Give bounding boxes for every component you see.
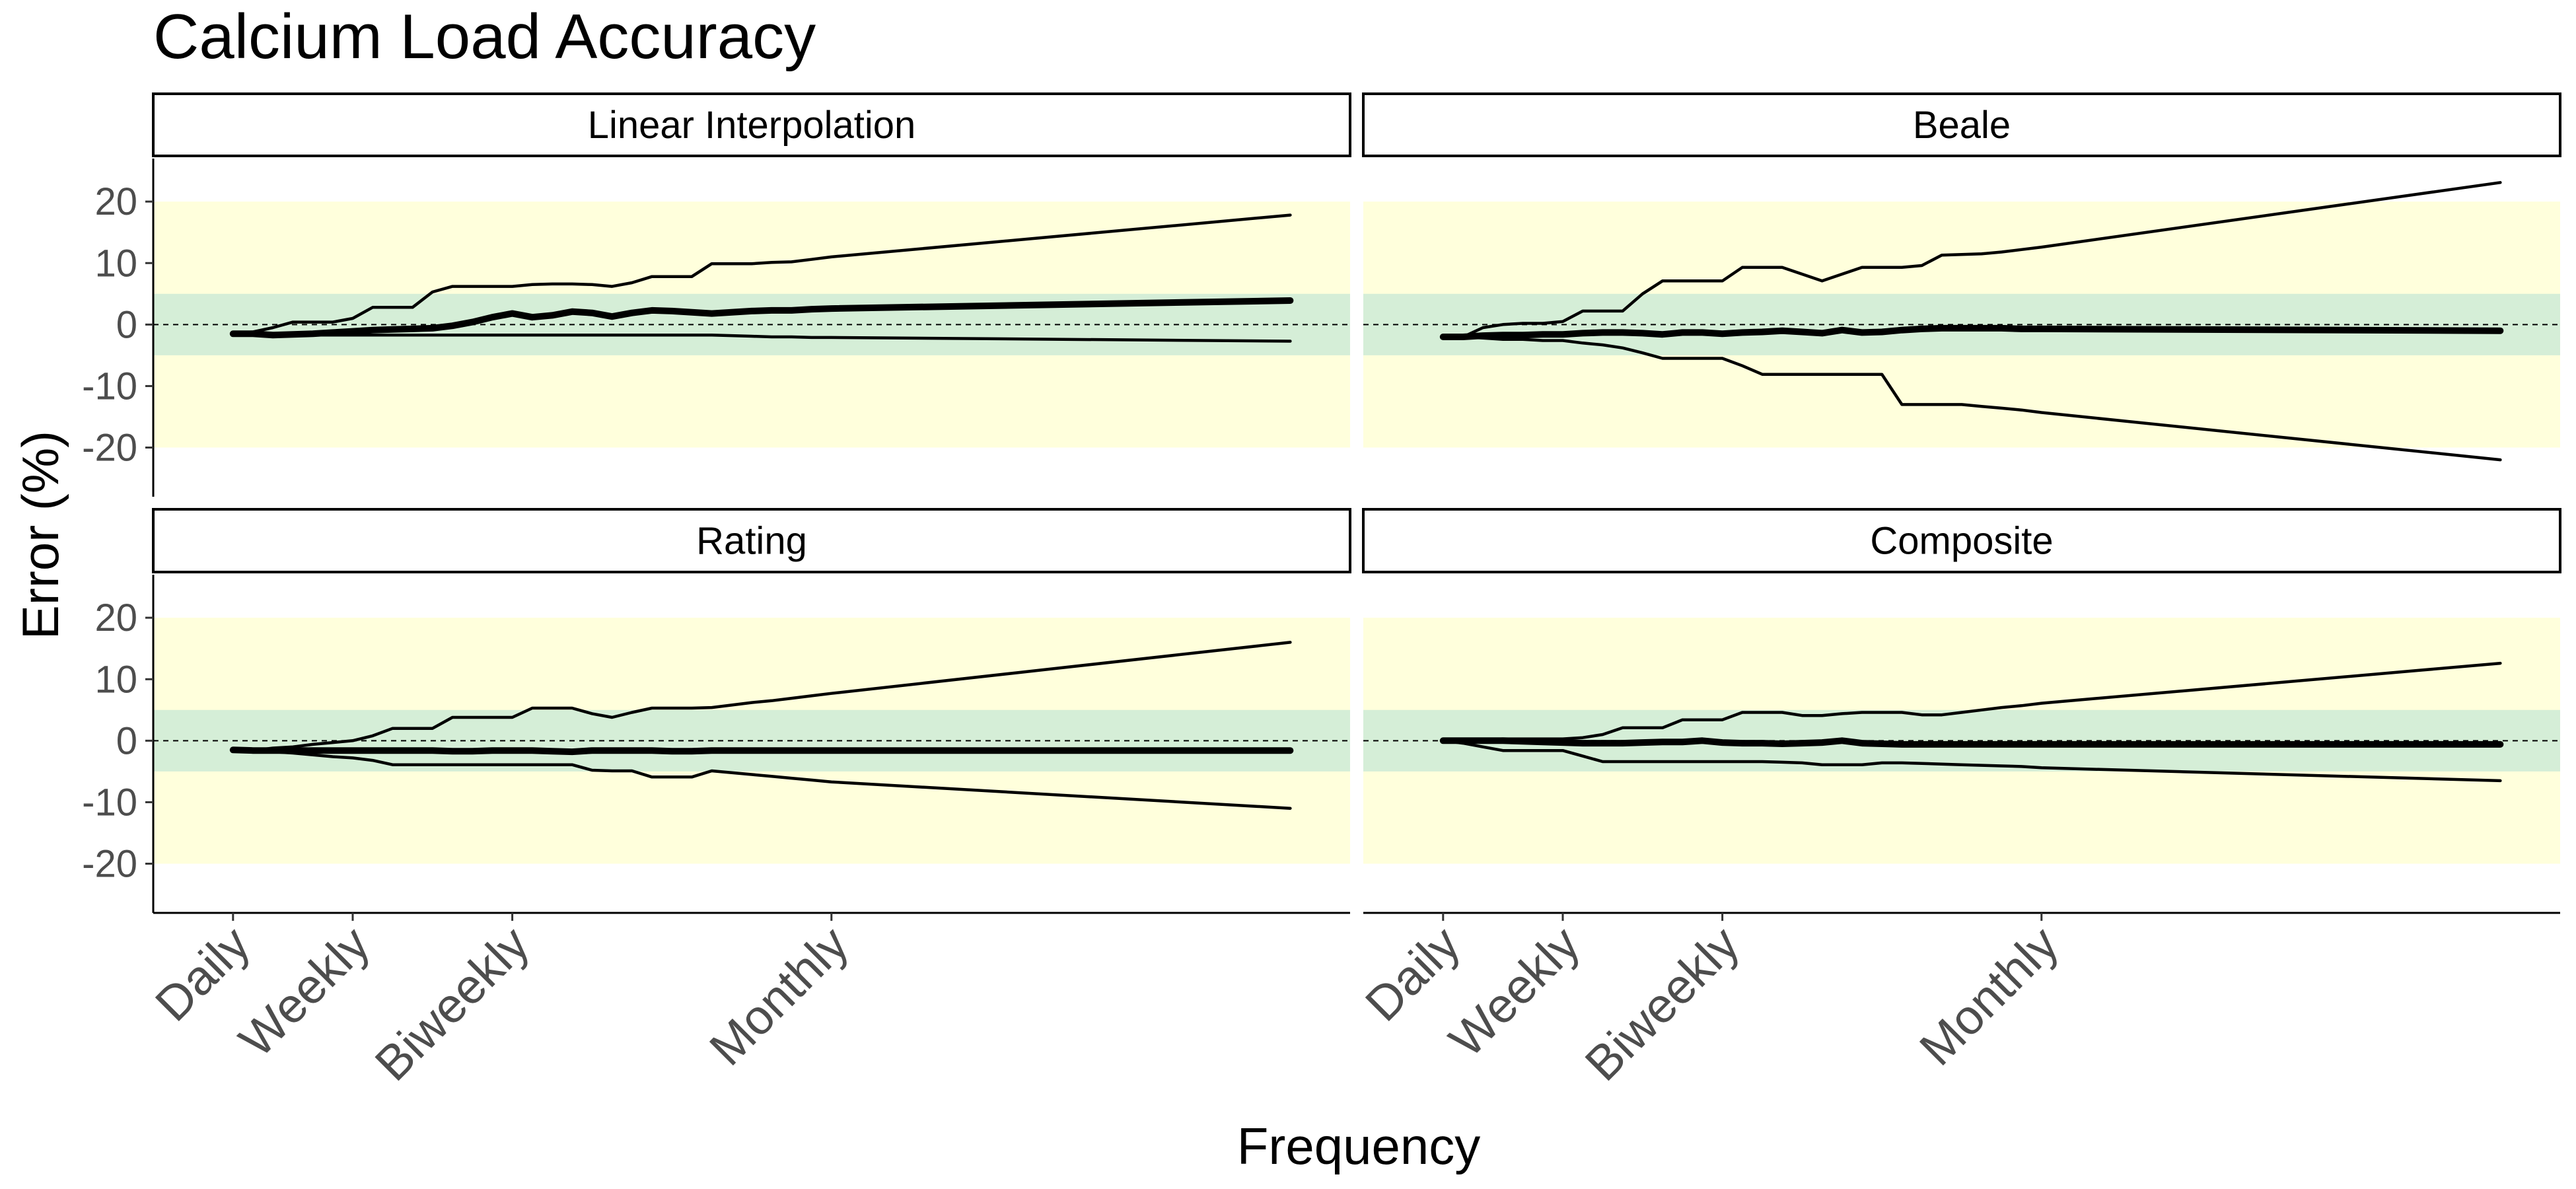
panel-beale-upper-line [1441,181,2502,339]
panel-rating-y-tick-label: -10 [82,781,137,824]
panel-linear-interpolation-strip-label: Linear Interpolation [588,104,916,147]
panel-beale-median-line [1439,324,2504,340]
panel-rating-x-tick-label: Monthly [699,916,859,1076]
panel-rating-upper-line [231,641,1292,752]
panel-rating-y-tick-label: -20 [82,843,137,886]
panel-rating-median-line [229,746,1294,756]
panel-composite-lower-line [1441,739,2502,783]
y-axis-title: Error (%) [11,431,69,639]
panel-linear-interpolation-median-line [229,297,1294,339]
panel-rating-strip-label: Rating [696,520,807,563]
panel-rating-x-tick-label: Biweekly [365,916,540,1091]
panel-linear-interpolation-y-tick-label: 20 [94,180,137,223]
panel-rating-x-tick-label: Weekly [229,916,380,1067]
x-axis-title: Frequency [1237,1117,1481,1175]
panel-composite-x-tick-label: Weekly [1439,916,1590,1067]
chart-title: Calcium Load Accuracy [153,1,816,72]
panel-linear-interpolation: Linear Interpolation -20 -10 0 10 20 [82,92,1351,497]
panel-beale-strip [1362,92,2561,157]
panel-rating-y-tick-label: 20 [94,596,137,639]
panel-linear-interpolation-y-tick-label: 0 [116,303,137,346]
panel-linear-interpolation-y-tick-label: -20 [82,427,137,470]
panel-beale-strip-label: Beale [1913,104,2011,147]
panel-rating-y-tick-label: 10 [94,658,137,701]
panel-linear-interpolation-y-tick-label: 10 [94,242,137,285]
panel-composite-x-tick-label: Monthly [1909,916,2069,1076]
panel-composite-strip-label: Composite [1870,520,2053,563]
panel-rating-y-tick-label: 0 [116,719,137,762]
panel-rating-lower-line [231,748,1292,810]
panel-beale-lower-line [1441,335,2502,462]
facet-panels: Linear Interpolation -20 -10 0 10 20 Beale Rati… [82,92,2561,1091]
panel-linear-interpolation-y-tick-label: -10 [82,365,137,408]
panel-composite-x-tick-label: Biweekly [1575,916,1750,1091]
panel-linear-interpolation-strip [152,92,1351,157]
panel-composite-median-line [1439,737,2504,748]
panel-composite-strip [1362,508,2561,573]
panel-beale: Beale [1362,92,2561,462]
panel-linear-interpolation-upper-line [231,213,1292,335]
panel-rating-strip [152,508,1351,573]
